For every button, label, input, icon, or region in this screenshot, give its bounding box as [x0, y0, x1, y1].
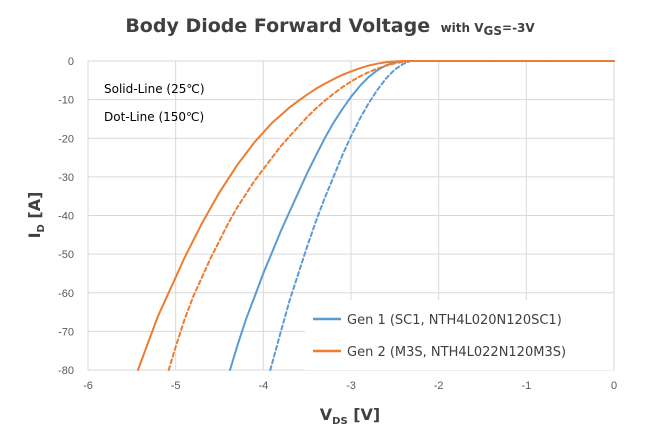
y-tick-label-6: -60: [58, 288, 74, 300]
title-main: Body Diode Forward Voltage: [125, 15, 430, 37]
x-tick-label-4: -2: [434, 380, 444, 392]
chart-title: Body Diode Forward Voltage with VGS=-3V: [125, 15, 535, 38]
y-tick-label-3: -30: [58, 172, 74, 184]
series-line-2: [137, 60, 615, 371]
y-tick-label-4: -40: [58, 211, 74, 223]
y-axis-title-tail: [A]: [25, 192, 44, 225]
x-axis-title-tail: [V]: [348, 405, 381, 424]
title-suffix-sub: GS: [484, 24, 503, 38]
y-tick-label-5: -50: [58, 249, 74, 261]
y-axis-title-main: I: [25, 232, 44, 238]
x-tick-label-3: -3: [346, 380, 356, 392]
y-tick-labels: 0 -10 -20 -30 -40 -50 -60 -70 -80: [58, 56, 74, 377]
x-tick-label-5: -1: [521, 380, 531, 392]
x-tick-label-2: -4: [258, 380, 268, 392]
title-suffix-tail: =-3V: [502, 21, 535, 35]
series-layer: [137, 60, 615, 371]
series-line-1: [269, 60, 615, 371]
x-axis-title-sub: DS: [332, 416, 348, 427]
x-tick-label-6: 0: [611, 380, 617, 392]
x-tick-label-1: -5: [171, 380, 181, 392]
series-line-3: [167, 60, 615, 371]
title-suffix-prefix: with V: [441, 21, 485, 35]
y-tick-label-1: -10: [58, 95, 74, 107]
y-tick-label-2: -20: [58, 133, 74, 145]
annotation-dot-line: Dot-Line (150℃): [104, 110, 204, 124]
grid-layer: [87, 60, 615, 371]
y-axis-title: ID [A]: [25, 192, 47, 239]
legend-label-gen1: Gen 1 (SC1, NTH4L020N120SC1): [347, 313, 562, 328]
legend-background: [305, 300, 613, 370]
annotation-solid-line: Solid-Line (25℃): [104, 82, 205, 96]
x-tick-label-0: -6: [83, 380, 93, 392]
x-axis-title-main: V: [320, 405, 333, 424]
x-axis-title: VDS [V]: [320, 405, 380, 427]
y-axis-title-sub: D: [36, 224, 47, 232]
y-tick-label-0: 0: [68, 56, 74, 68]
legend-label-gen2: Gen 2 (M3S, NTH4L022N120M3S): [347, 345, 566, 360]
legend: Gen 1 (SC1, NTH4L020N120SC1) Gen 2 (M3S,…: [305, 300, 613, 370]
y-tick-label-7: -70: [58, 326, 74, 338]
y-tick-label-8: -80: [58, 365, 74, 377]
x-tick-labels: -6 -5 -4 -3 -2 -1 0: [83, 380, 617, 392]
